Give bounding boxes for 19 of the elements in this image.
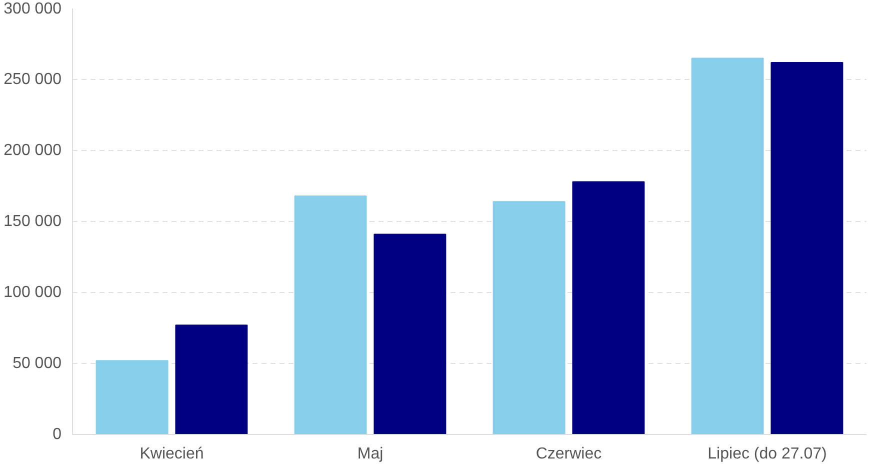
y-tick-label: 300 000 — [4, 0, 62, 18]
bar — [572, 181, 645, 434]
bar — [691, 58, 764, 434]
y-tick-label: 200 000 — [4, 142, 62, 159]
y-tick-label: 250 000 — [4, 71, 62, 88]
y-tick-label: 0 — [52, 426, 62, 443]
y-tick-label: 50 000 — [12, 355, 62, 372]
y-tick-label: 100 000 — [4, 284, 62, 301]
bar — [492, 201, 566, 434]
bar — [96, 360, 168, 434]
bar — [770, 62, 844, 434]
bar — [374, 234, 446, 434]
x-tick-label: Czerwiec — [536, 446, 602, 462]
x-tick-label: Maj — [357, 446, 384, 462]
x-tick-label: Lipiec (do 27.07) — [708, 446, 827, 462]
x-tick-label: Kwiecień — [140, 446, 204, 462]
bar — [175, 324, 248, 434]
y-tick-label: 150 000 — [4, 213, 62, 230]
bar — [294, 195, 367, 434]
